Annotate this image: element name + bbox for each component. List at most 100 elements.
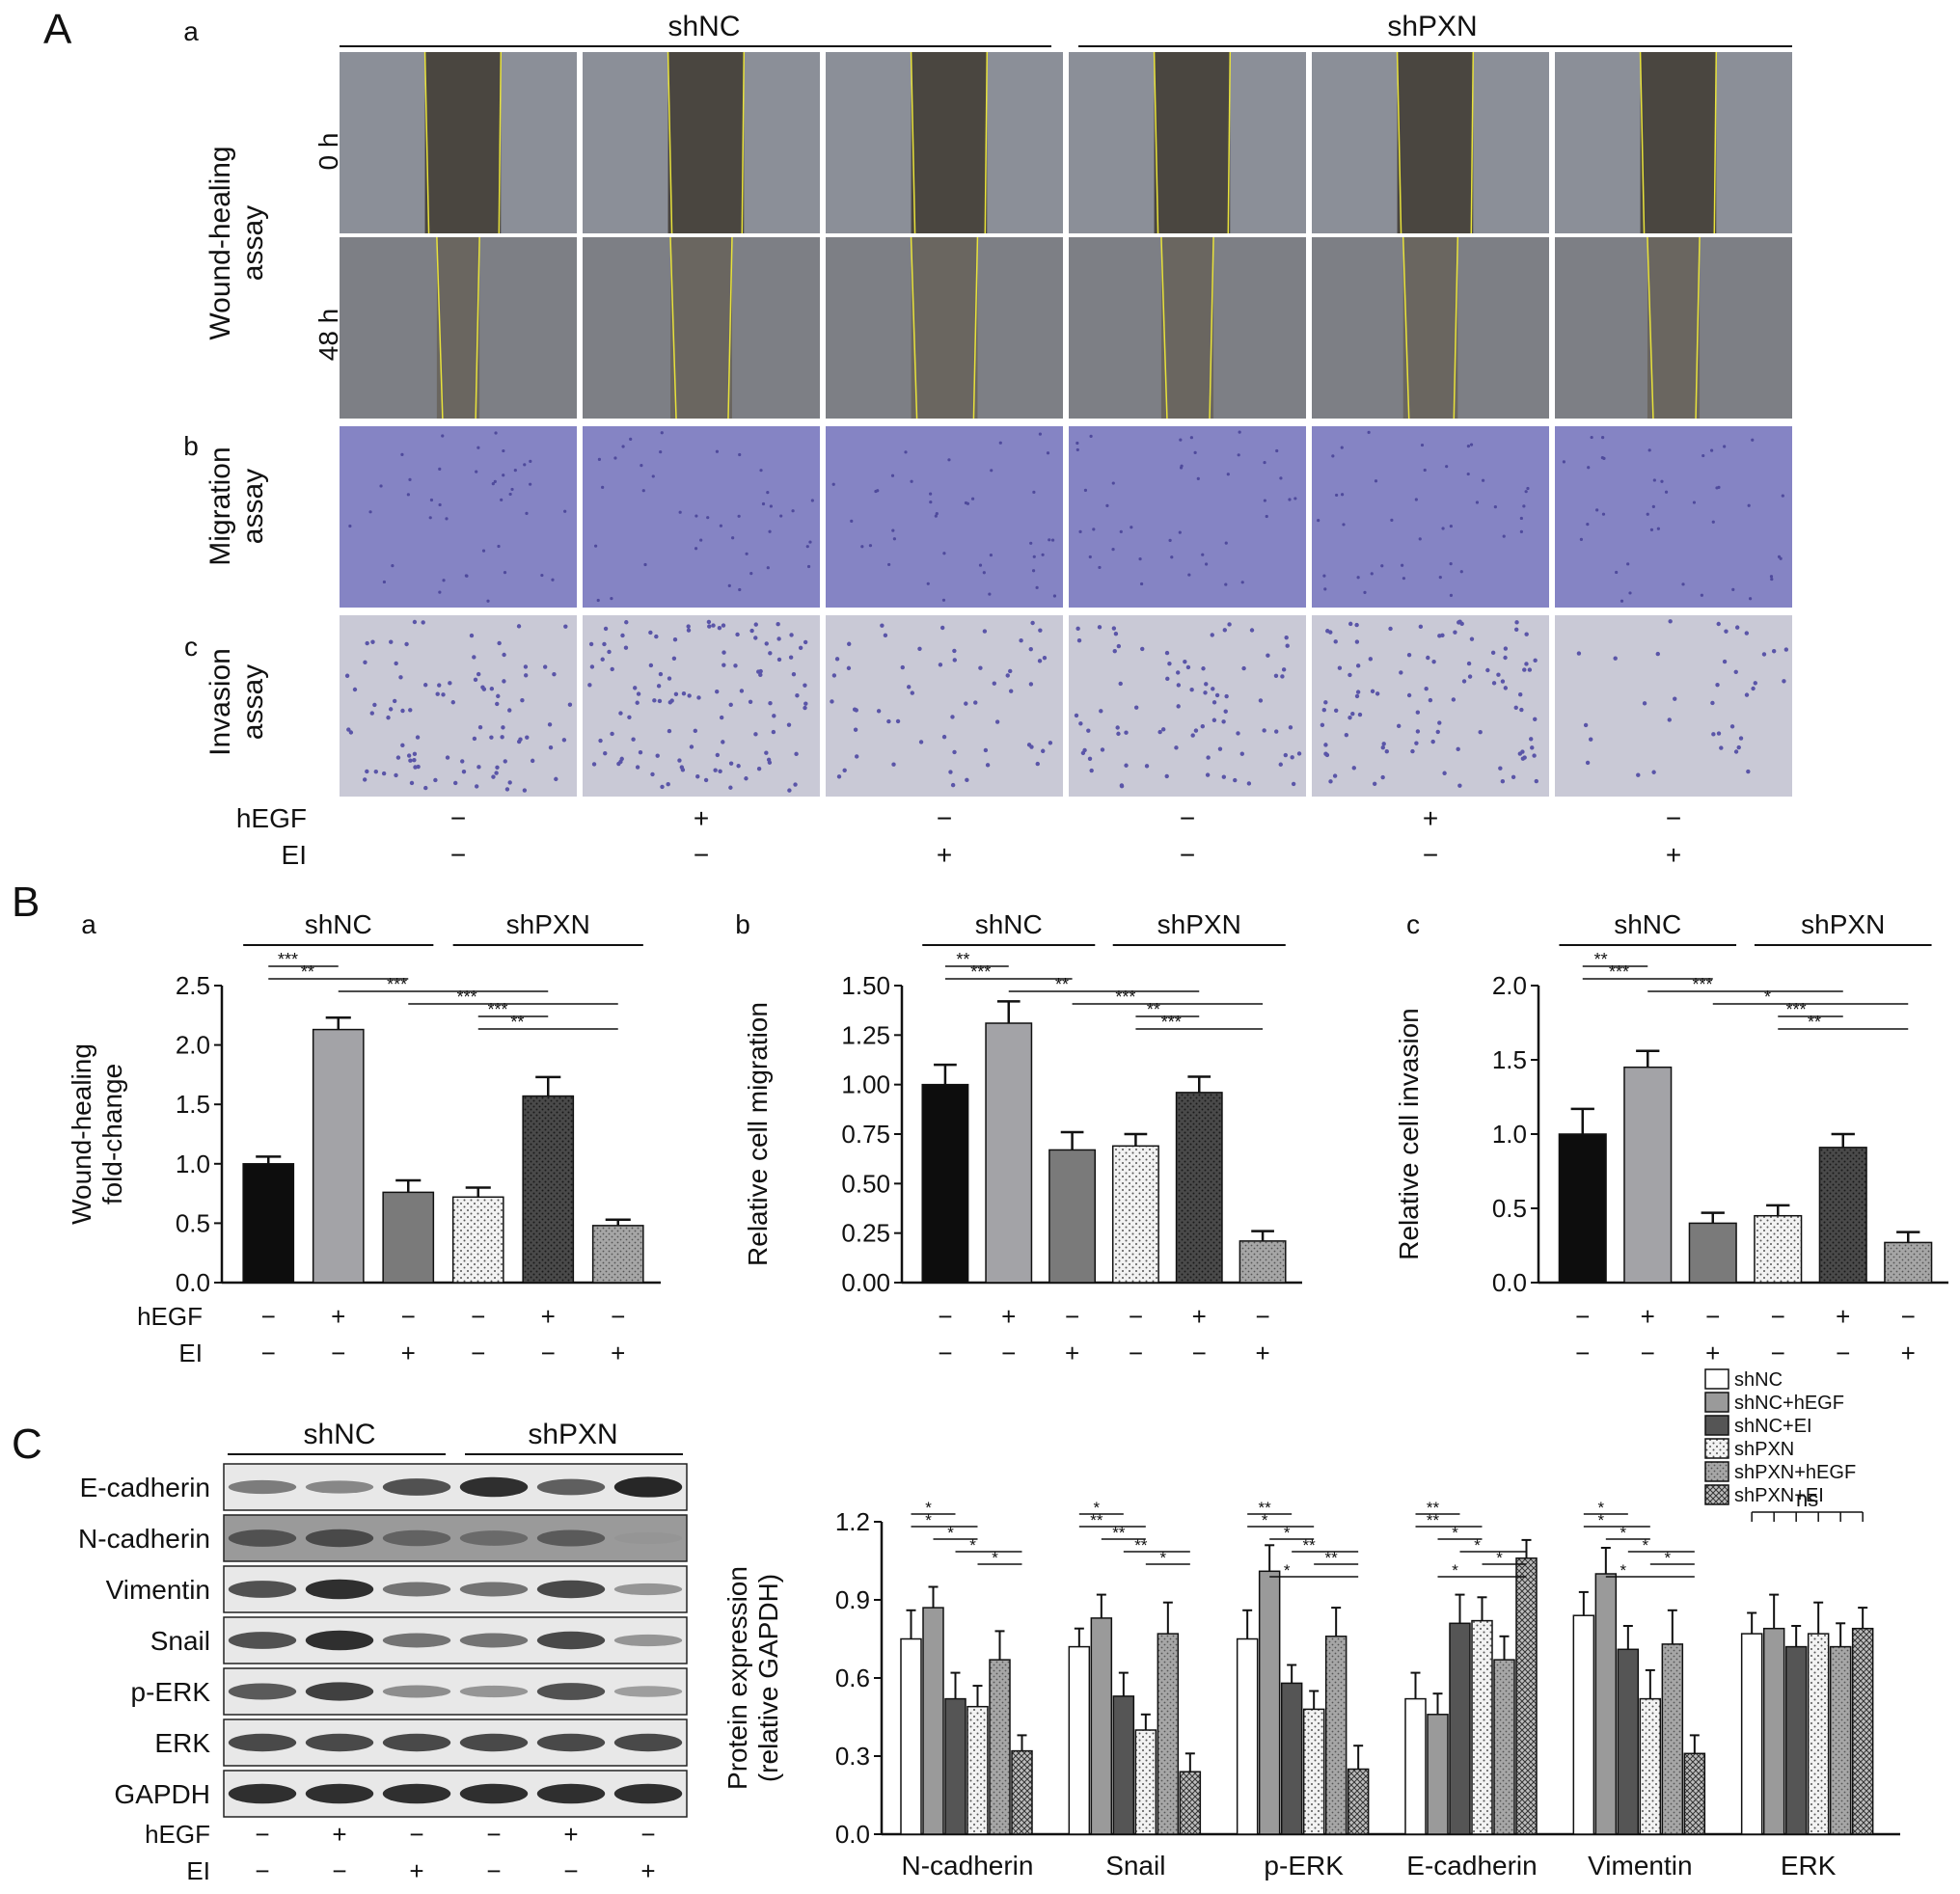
group-label-shnc: shNC — [667, 11, 740, 42]
migration-cell — [1293, 497, 1297, 501]
invasion-cell — [627, 715, 632, 719]
bar — [1090, 1617, 1113, 1835]
invasion-assay-title-group: Invasionassay — [204, 648, 269, 756]
invasion-cell — [1668, 619, 1673, 624]
wound-48h-edge — [910, 236, 918, 419]
migration-cell — [529, 482, 532, 486]
invasion-cell — [1355, 663, 1361, 668]
bar — [1404, 1697, 1427, 1835]
migration-cell — [1493, 505, 1497, 509]
migration-cell — [629, 437, 633, 441]
invasion-cell — [1348, 672, 1352, 678]
blot-protein-label: p-ERK — [131, 1677, 211, 1707]
wound-0h-gap — [667, 52, 745, 233]
bar — [1754, 1214, 1803, 1284]
migration-cell — [791, 509, 795, 513]
bar — [1515, 1557, 1538, 1835]
migration-cell — [640, 464, 643, 468]
invasion-cell — [900, 664, 905, 670]
invasion-cell — [788, 655, 794, 660]
legend-label: shNC — [1734, 1369, 1783, 1391]
bar — [1112, 1695, 1135, 1835]
bar — [451, 1196, 504, 1284]
invasion-cell — [721, 623, 726, 628]
blot-row — [223, 1770, 688, 1818]
ei-sign: − — [1836, 1339, 1850, 1367]
invasion-cell — [1076, 637, 1082, 643]
invasion-cell — [973, 700, 978, 705]
blot-ei-sign: − — [332, 1856, 346, 1885]
legend-swatch — [1704, 1438, 1729, 1459]
invasion-cell — [718, 769, 722, 774]
migration-cell — [934, 514, 938, 518]
invasion-cell — [1028, 646, 1033, 652]
migration-cell — [1449, 593, 1454, 597]
migration-cell — [935, 512, 939, 516]
invasion-cell — [735, 632, 740, 637]
invasion-cell — [1490, 650, 1496, 656]
migration-cell — [441, 434, 445, 438]
panel-c: C shNC shPXN E-cadherin N-cadherin Vimentin S… — [12, 1368, 1900, 1885]
invasion-cell — [1513, 705, 1518, 710]
invasion-cell — [1223, 709, 1228, 714]
invasion-cell — [1116, 643, 1122, 649]
bar — [1594, 1573, 1618, 1835]
blot-hegf-sign: − — [486, 1820, 501, 1849]
migration-cell — [678, 510, 682, 514]
blot-band — [382, 1633, 451, 1648]
invasion-cell — [400, 708, 405, 714]
migration-cell — [1048, 538, 1051, 542]
migration-cell — [563, 509, 567, 513]
invasion-cell — [1183, 659, 1187, 664]
invasion-cell — [1782, 679, 1786, 684]
sig-label: *** — [278, 950, 298, 969]
migration-cell — [597, 457, 602, 461]
bar — [1617, 1648, 1640, 1835]
migration-cell — [1119, 529, 1123, 533]
migration-cell — [1075, 447, 1079, 452]
invasion-cell — [1285, 643, 1290, 648]
bar — [1236, 1637, 1259, 1835]
invasion-cell — [1100, 747, 1105, 752]
migration-cell — [1586, 523, 1590, 527]
invasion-cell — [713, 768, 718, 772]
blot-band — [305, 1783, 374, 1804]
migration-image — [826, 426, 1063, 608]
invasion-cell — [633, 686, 638, 690]
migration-cell — [1323, 587, 1327, 591]
invasion-cell — [1124, 730, 1129, 735]
invasion-cell — [1291, 781, 1296, 787]
protein-expression-chart: 0.0 0.3 0.6 0.9 1.2 Protein expression(relati… — [722, 1368, 1900, 1880]
blot-band — [305, 1630, 374, 1651]
invasion-cell — [365, 640, 369, 646]
migration-cell — [910, 479, 913, 483]
invasion-image — [826, 615, 1063, 797]
invasion-cell — [1258, 698, 1264, 703]
invasion-cell — [1532, 753, 1537, 758]
hegf-sign: − — [450, 803, 466, 833]
migration-assay-title-line: Migration — [204, 446, 236, 565]
bar — [1239, 1240, 1287, 1284]
invasion-cell — [767, 760, 773, 765]
invasion-cell — [1042, 655, 1048, 661]
blot-band — [459, 1783, 529, 1804]
migration-cell — [1092, 528, 1096, 531]
ei-sign: − — [1575, 1339, 1590, 1367]
bar — [989, 1659, 1011, 1835]
invasion-image — [1555, 615, 1792, 797]
migration-cell — [1331, 454, 1335, 458]
migration-cell — [529, 459, 532, 463]
invasion-cell — [476, 671, 481, 677]
invasion-cell — [1344, 732, 1349, 738]
invasion-cell — [803, 639, 808, 645]
invasion-cell — [1113, 632, 1119, 636]
invasion-cell — [1118, 681, 1123, 687]
invasion-assay-title-line: assay — [237, 664, 269, 740]
invasion-cell — [362, 777, 368, 782]
invasion-cell — [476, 765, 481, 770]
sig-label: *** — [1161, 1013, 1182, 1032]
migration-cell — [476, 446, 480, 449]
migration-cell — [1170, 555, 1174, 559]
migration-cell — [502, 448, 505, 453]
blot-ei-sign: + — [409, 1856, 423, 1885]
